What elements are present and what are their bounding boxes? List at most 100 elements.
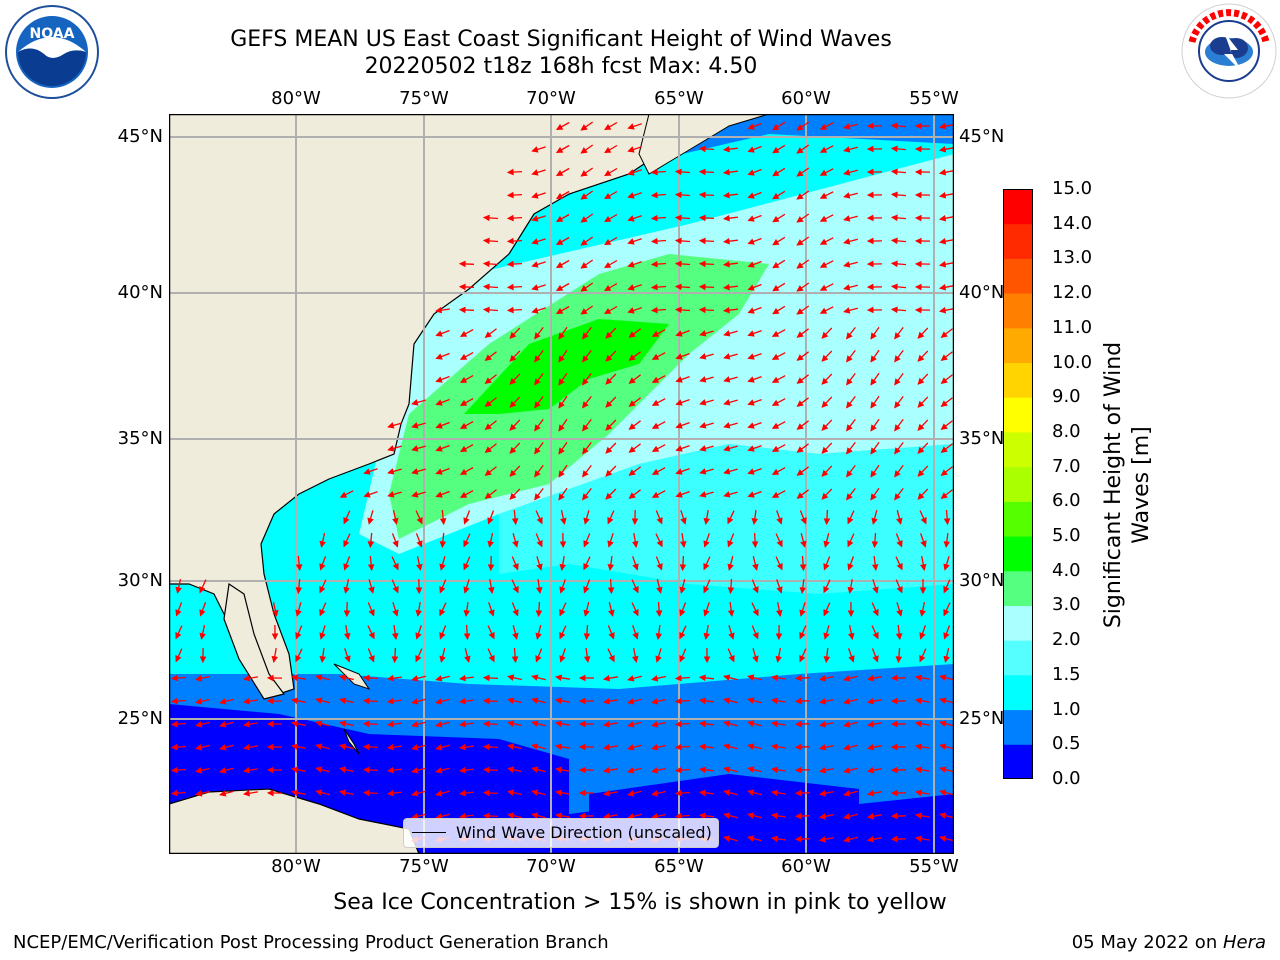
- wave-direction-arrowhead: [512, 540, 519, 548]
- wave-direction-arrowhead: [890, 214, 898, 222]
- wave-direction-arrowhead: [866, 813, 875, 820]
- wave-direction-arrowhead: [435, 445, 443, 452]
- colorbar-segment: [1003, 327, 1033, 364]
- wave-direction-arrowhead: [583, 586, 590, 594]
- wave-direction-arrowhead: [727, 517, 734, 525]
- wave-direction-arrowhead: [482, 283, 490, 291]
- wave-direction-arrowhead: [675, 376, 683, 383]
- wave-direction-arrowhead: [848, 655, 855, 663]
- wave-direction-arrowhead: [411, 675, 419, 682]
- wave-direction-arrowhead: [482, 812, 490, 820]
- wave-direction-arrowhead: [362, 674, 370, 682]
- wave-direction-arrowhead: [915, 789, 923, 797]
- wave-direction-arrowhead: [776, 586, 783, 594]
- wave-direction-arrowhead: [938, 169, 947, 176]
- wave-direction-arrowhead: [464, 655, 471, 663]
- wave-direction-arrowhead: [747, 812, 755, 819]
- wave-direction-arrowhead: [391, 656, 399, 664]
- wave-direction-arrowhead: [343, 540, 350, 548]
- colorbar-tick-label: 6.0: [1052, 490, 1081, 512]
- wave-direction-arrowhead: [435, 675, 443, 682]
- wave-direction-arrowhead: [821, 492, 829, 500]
- wave-direction-arrowhead: [463, 633, 471, 641]
- wave-direction-arrowhead: [484, 331, 492, 338]
- wave-direction-arrowhead: [894, 493, 901, 501]
- wave-direction-arrowhead: [679, 540, 687, 548]
- wave-direction-arrowhead: [914, 145, 922, 153]
- wave-direction-arrowhead: [582, 470, 589, 478]
- wave-direction-arrowhead: [819, 767, 827, 774]
- wave-direction-arrowhead: [819, 698, 827, 705]
- wave-direction-arrowhead: [319, 563, 326, 571]
- wave-direction-arrowhead: [698, 697, 706, 705]
- wave-direction-arrowhead: [650, 306, 658, 314]
- wave-direction-arrowhead: [605, 423, 613, 431]
- wave-direction-arrowhead: [699, 422, 707, 429]
- wave-direction-arrowhead: [679, 609, 686, 617]
- wave-direction-arrowhead: [866, 698, 875, 705]
- wave-direction-arrowhead: [723, 376, 731, 383]
- wave-direction-arrowhead: [582, 447, 589, 455]
- wave-direction-arrowhead: [199, 586, 206, 594]
- wave-direction-arrowhead: [195, 698, 203, 705]
- wave-direction-arrowhead: [509, 492, 517, 500]
- wave-direction-arrowhead: [747, 445, 755, 452]
- wave-direction-arrowhead: [627, 307, 635, 314]
- wave-direction-arrowhead: [415, 587, 423, 595]
- wave-direction-arrowhead: [605, 446, 613, 454]
- wave-direction-arrowhead: [459, 491, 468, 498]
- wave-direction-arrowhead: [602, 675, 611, 682]
- wave-direction-arrowhead: [819, 146, 828, 153]
- land-florida: [223, 582, 286, 700]
- wave-direction-arrowhead: [723, 789, 731, 796]
- wave-direction-arrowhead: [219, 744, 227, 751]
- wave-direction-arrowhead: [819, 123, 828, 130]
- lon-tick-bottom: 55°W: [909, 856, 959, 877]
- wave-direction-arrowhead: [651, 376, 660, 383]
- wave-direction-arrowhead: [917, 423, 925, 431]
- wave-direction-arrowhead: [509, 423, 517, 431]
- wave-direction-arrowhead: [747, 743, 755, 750]
- chart-title: GEFS MEAN US East Coast Significant Heig…: [230, 27, 892, 52]
- wave-direction-arrowhead: [770, 697, 779, 705]
- wave-direction-arrowhead: [459, 353, 468, 360]
- wave-direction-arrowhead: [582, 493, 589, 501]
- colorbar-segment: [1003, 189, 1033, 225]
- colorbar-segment: [1003, 431, 1033, 468]
- wave-direction-arrowhead: [914, 260, 922, 268]
- wave-direction-arrowhead: [315, 720, 323, 727]
- wave-direction-arrowhead: [896, 540, 903, 548]
- wave-direction-arrowhead: [242, 675, 251, 682]
- wave-direction-arrowhead: [387, 445, 395, 452]
- wave-direction-arrowhead: [752, 586, 759, 594]
- wave-direction-arrowhead: [583, 540, 590, 548]
- wave-direction-arrowhead: [368, 586, 375, 594]
- wave-direction-arrowhead: [559, 563, 566, 572]
- colorbar-segment: [1003, 293, 1033, 329]
- wave-direction-arrowhead: [747, 766, 755, 773]
- wave-direction-arrowhead: [698, 191, 706, 199]
- colorbar-tick-label: 0.0: [1052, 768, 1081, 789]
- wave-direction-arrowhead: [917, 400, 925, 408]
- wave-direction-arrowhead: [170, 697, 178, 705]
- wave-direction-arrowhead: [266, 697, 274, 705]
- wave-direction-arrowhead: [747, 399, 755, 406]
- wave-direction-arrowhead: [723, 812, 731, 819]
- wave-direction-arrowhead: [482, 674, 490, 682]
- wave-direction-arrowhead: [871, 517, 878, 525]
- wave-direction-arrowhead: [560, 517, 567, 525]
- wave-zone-4m: [464, 319, 669, 414]
- wave-direction-arrowhead: [772, 192, 780, 200]
- wave-direction-arrowhead: [415, 632, 422, 640]
- wave-direction-arrowhead: [604, 169, 612, 177]
- wave-direction-arrowhead: [872, 586, 879, 594]
- wave-direction-arrowhead: [343, 610, 351, 618]
- wave-direction-arrowhead: [846, 493, 853, 501]
- wave-direction-arrowhead: [747, 697, 755, 704]
- wave-direction-arrowhead: [368, 632, 375, 640]
- wave-direction-arrowhead: [368, 609, 375, 617]
- wave-direction-arrowhead: [843, 813, 851, 820]
- wave-direction-arrowhead: [943, 541, 951, 549]
- legend-label: Wind Wave Direction (unscaled): [456, 823, 712, 842]
- wave-direction-arrowhead: [796, 354, 804, 361]
